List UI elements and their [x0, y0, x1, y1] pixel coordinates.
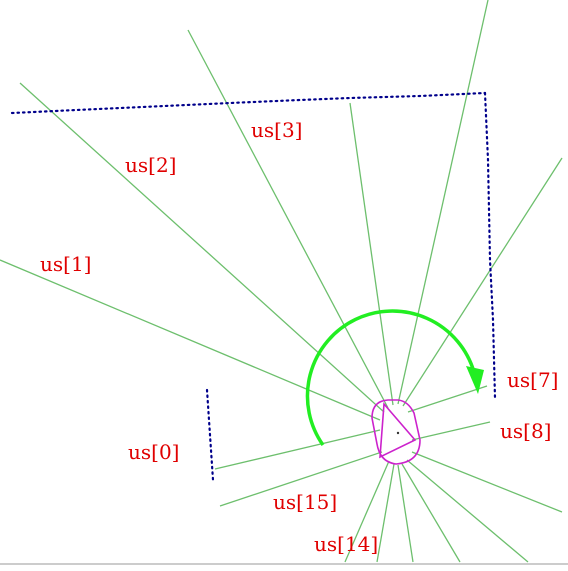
scan-wall-right: [483, 91, 497, 400]
label-us7: us[7]: [507, 368, 558, 392]
ray-us5: [397, 0, 489, 405]
ray-us0: [214, 429, 381, 470]
label-us2: us[2]: [125, 153, 176, 177]
scan-points: [10, 91, 497, 482]
ray-us2: [19, 82, 385, 413]
robot-heading: [379, 402, 417, 459]
rotation-arrow-icon: [305, 309, 484, 447]
label-us0: us[0]: [128, 440, 179, 464]
ray-us11: [401, 463, 461, 563]
label-us1: us[1]: [40, 252, 91, 276]
ray-us14: [344, 460, 390, 563]
robot-body: [371, 399, 421, 465]
rotation-arrowhead: [466, 366, 484, 394]
ray-us12: [397, 464, 414, 563]
ray-us9: [411, 451, 563, 513]
rotation-arc: [305, 309, 476, 447]
robot-icon: [371, 399, 421, 465]
ray-us4: [349, 102, 394, 406]
ray-us13: [376, 463, 395, 563]
ray-us6: [402, 157, 563, 407]
scan-wall-top: [10, 91, 487, 115]
ray-us1: [0, 259, 381, 421]
robot-center: [396, 431, 400, 435]
label-us14: us[14]: [314, 532, 378, 556]
ray-us15: [219, 451, 383, 507]
ray-us10: [406, 459, 529, 563]
ray-us3: [187, 29, 389, 409]
label-us8: us[8]: [500, 419, 551, 443]
ray-us8: [411, 421, 491, 441]
scan-wall-left: [205, 388, 215, 482]
label-us3: us[3]: [251, 118, 302, 142]
sonar-rays: [0, 0, 563, 563]
sensor-labels: us[0] us[1] us[2] us[3] us[7] us[8] us[1…: [40, 118, 558, 556]
ray-us7: [407, 385, 488, 413]
label-us15: us[15]: [273, 490, 337, 514]
